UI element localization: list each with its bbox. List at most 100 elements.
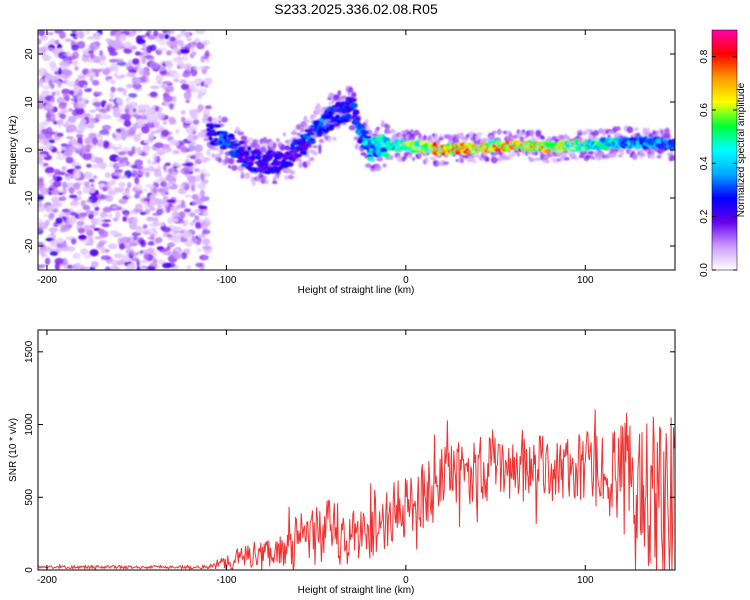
noise-blob xyxy=(197,131,205,138)
noise-blob xyxy=(168,117,177,125)
noise-blob xyxy=(195,151,204,157)
noise-blob xyxy=(81,55,89,62)
noise-blob xyxy=(123,41,133,49)
noise-blob xyxy=(164,33,170,40)
noise-blob xyxy=(54,39,60,45)
signal-blob xyxy=(367,156,375,162)
noise-blob xyxy=(141,34,147,39)
noise-blob xyxy=(38,222,46,228)
noise-blob xyxy=(192,119,200,125)
x-tick-label: -100 xyxy=(216,575,236,586)
noise-blob xyxy=(56,119,64,125)
noise-blob xyxy=(94,71,100,78)
signal-halo xyxy=(272,180,278,185)
noise-blob xyxy=(117,41,124,49)
noise-blob xyxy=(48,227,58,233)
signal-halo xyxy=(264,180,269,185)
noise-blob xyxy=(140,239,147,248)
signal-halo xyxy=(442,161,449,165)
noise-blob xyxy=(104,194,114,202)
signal-halo xyxy=(218,120,222,124)
signal-halo xyxy=(318,144,322,150)
noise-blob xyxy=(192,65,198,71)
noise-blob xyxy=(113,172,119,177)
noise-blob xyxy=(185,62,192,68)
noise-blob xyxy=(162,120,168,126)
signal-halo xyxy=(348,125,356,131)
noise-blob xyxy=(118,181,126,188)
noise-blob xyxy=(101,100,107,105)
noise-blob xyxy=(51,234,57,240)
signal-blob xyxy=(299,139,307,146)
noise-blob xyxy=(131,169,138,178)
noise-blob xyxy=(113,253,124,259)
noise-blob xyxy=(55,217,63,224)
noise-blob xyxy=(197,183,206,190)
noise-blob xyxy=(92,137,98,146)
noise-blob xyxy=(126,195,132,199)
noise-blob xyxy=(117,107,125,112)
noise-blob xyxy=(55,237,65,244)
noise-blob xyxy=(88,50,94,54)
noise-blob xyxy=(154,142,164,149)
noise-blob xyxy=(90,260,99,268)
noise-blob xyxy=(41,187,50,195)
snr-series-line xyxy=(38,409,675,570)
noise-blob xyxy=(50,189,60,195)
signal-halo xyxy=(491,130,497,135)
noise-blob xyxy=(75,107,85,115)
noise-blob xyxy=(92,175,98,180)
noise-blob xyxy=(89,119,95,126)
signal-halo xyxy=(571,151,576,157)
noise-blob xyxy=(160,221,165,227)
noise-blob xyxy=(160,181,168,188)
noise-blob xyxy=(60,146,67,151)
signal-halo xyxy=(215,153,222,158)
noise-blob xyxy=(139,265,146,270)
noise-blob xyxy=(146,55,155,61)
noise-blob xyxy=(48,79,53,87)
signal-blob xyxy=(308,138,316,142)
signal-blob xyxy=(209,123,215,130)
signal-halo xyxy=(616,126,621,131)
noise-blob xyxy=(45,143,54,151)
noise-blob xyxy=(135,203,143,210)
signal-blob xyxy=(383,153,391,158)
signal-halo xyxy=(588,151,595,155)
colorbar-bar xyxy=(711,29,738,271)
noise-blob xyxy=(158,47,168,52)
noise-blob xyxy=(78,264,85,270)
noise-blob xyxy=(56,151,61,155)
noise-blob xyxy=(185,99,191,104)
noise-blob xyxy=(122,191,129,196)
noise-blob xyxy=(38,79,44,86)
noise-blob xyxy=(161,129,170,137)
signal-halo xyxy=(221,116,228,123)
noise-blob xyxy=(202,238,211,246)
signal-halo xyxy=(252,139,259,145)
signal-halo xyxy=(218,158,222,163)
noise-blob xyxy=(52,180,62,188)
noise-blob xyxy=(109,51,117,56)
noise-blob xyxy=(154,105,160,112)
noise-blob xyxy=(74,66,79,71)
signal-halo xyxy=(231,164,238,171)
signal-blob xyxy=(256,150,262,156)
noise-blob xyxy=(44,219,50,226)
noise-blob xyxy=(105,75,111,82)
noise-blob xyxy=(113,134,122,141)
colorbar-label: Normalized spectral amplitude xyxy=(736,82,747,217)
noise-blob xyxy=(200,172,205,181)
x-tick-label: -200 xyxy=(37,275,57,286)
noise-blob xyxy=(141,167,148,174)
noise-blob xyxy=(196,43,205,50)
noise-blob xyxy=(189,221,195,227)
noise-blob xyxy=(76,209,82,214)
noise-blob xyxy=(204,50,210,58)
noise-blob xyxy=(74,165,82,170)
noise-blob xyxy=(100,246,106,254)
noise-blob xyxy=(178,211,186,219)
noise-blob xyxy=(202,245,212,250)
signal-halo xyxy=(376,157,384,162)
